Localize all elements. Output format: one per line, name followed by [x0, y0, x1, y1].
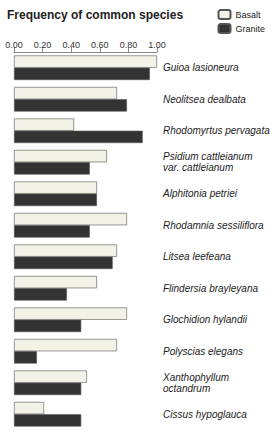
svg-text:Rhodomyrtus pervagata: Rhodomyrtus pervagata [163, 125, 270, 136]
svg-text:Granite: Granite [235, 24, 265, 34]
svg-text:Litsea leefeana: Litsea leefeana [163, 251, 231, 262]
svg-text:Guioa lasioneura: Guioa lasioneura [163, 62, 239, 73]
svg-text:Psidium cattleianum: Psidium cattleianum [163, 151, 255, 162]
svg-text:Flindersia brayleyana: Flindersia brayleyana [163, 283, 258, 294]
svg-text:Cissus hypoglauca: Cissus hypoglauca [163, 409, 247, 420]
svg-text:1.00: 1.00 [148, 40, 166, 50]
svg-text:0.80: 0.80 [120, 40, 138, 50]
svg-text:Basalt: Basalt [235, 10, 261, 20]
svg-text:Frequency of common species: Frequency of common species [7, 8, 183, 22]
svg-text:0.20: 0.20 [34, 40, 52, 50]
svg-text:Alphitonia petriei: Alphitonia petriei [162, 188, 238, 199]
svg-text:octandrum: octandrum [163, 383, 210, 394]
svg-text:Neolitsea dealbata: Neolitsea dealbata [163, 94, 246, 105]
svg-text:Xanthophyllum: Xanthophyllum [162, 372, 232, 383]
svg-text:Glochidion hylandii: Glochidion hylandii [163, 314, 248, 325]
svg-text:var. cattleianum: var. cattleianum [163, 162, 233, 173]
svg-text:0.00: 0.00 [5, 40, 23, 50]
svg-text:Polyscias elegans: Polyscias elegans [163, 346, 243, 357]
svg-text:0.40: 0.40 [62, 40, 80, 50]
svg-text:Rhodamnia sessiliflora: Rhodamnia sessiliflora [163, 220, 264, 231]
svg-text:0.60: 0.60 [91, 40, 109, 50]
